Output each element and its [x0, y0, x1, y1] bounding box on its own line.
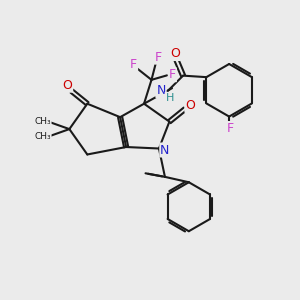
Text: N: N — [156, 84, 166, 97]
Text: O: O — [62, 79, 72, 92]
Text: O: O — [185, 99, 195, 112]
Text: F: F — [227, 122, 234, 135]
Text: O: O — [170, 47, 180, 60]
Text: F: F — [169, 68, 176, 81]
Text: N: N — [160, 143, 170, 157]
Text: CH₃: CH₃ — [34, 117, 51, 126]
Text: H: H — [166, 93, 174, 103]
Text: CH₃: CH₃ — [34, 132, 51, 141]
Text: F: F — [155, 51, 162, 64]
Text: F: F — [130, 58, 137, 71]
